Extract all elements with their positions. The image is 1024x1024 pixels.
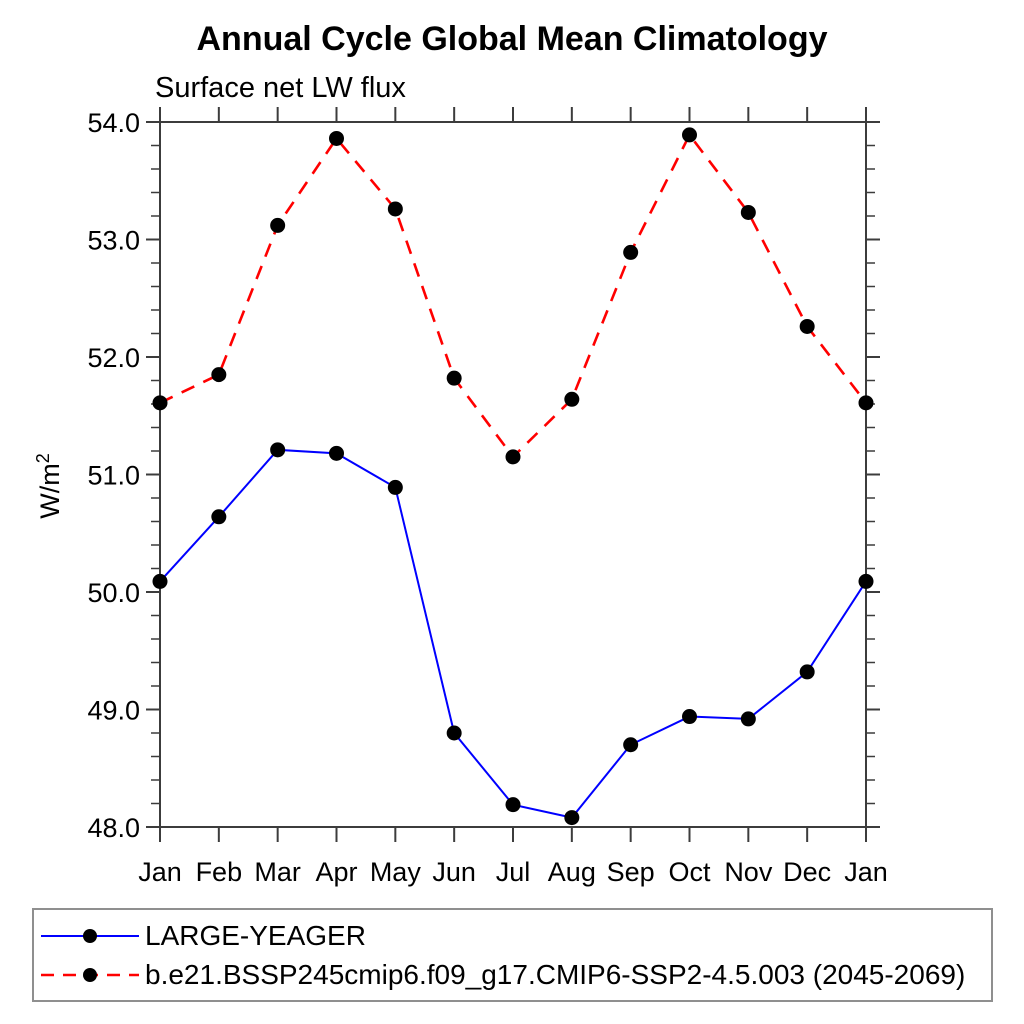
series-line-0 <box>159 448 867 819</box>
y-tick-label: 49.0 <box>87 696 140 726</box>
data-point-marker <box>858 395 874 411</box>
plot-area: Jan Feb Mar Apr May Jun Jul Aug Sep Oct Nov Dec Jan 4… <box>87 107 888 887</box>
data-point-marker <box>682 709 697 725</box>
legend-key-marker <box>83 967 97 982</box>
data-point-marker <box>211 367 227 383</box>
x-tick-label: Jul <box>496 857 531 887</box>
legend-item-cmip6-ssp2: b.e21.BSSP245cmip6.f09_g17.CMIP6-SSP2-4.… <box>39 955 991 994</box>
data-point-marker <box>505 449 521 465</box>
data-point-marker <box>740 204 756 220</box>
x-tick-label: Feb <box>196 857 243 887</box>
x-tick-label: Jun <box>432 857 476 887</box>
data-point-marker <box>799 318 815 334</box>
legend-item-large-yeager: LARGE-YEAGER <box>39 916 991 955</box>
x-tick-label: Dec <box>783 857 831 887</box>
legend-key-red-dashed-line <box>41 967 139 982</box>
data-point-marker <box>446 370 462 386</box>
chart-subtitle: Surface net LW flux <box>155 72 406 104</box>
data-point-marker <box>623 737 639 753</box>
legend-label-cmip6-ssp2: b.e21.BSSP245cmip6.f09_g17.CMIP6-SSP2-4.… <box>145 958 966 990</box>
data-point-marker <box>564 391 580 407</box>
data-point-marker <box>329 445 344 461</box>
chart-title: Annual Cycle Global Mean Climatology <box>196 20 828 58</box>
data-point-marker <box>387 479 403 495</box>
series-line-1 <box>159 132 868 459</box>
x-tick-label: Sep <box>607 857 655 887</box>
data-point-marker <box>270 217 286 233</box>
data-point-marker <box>623 244 639 260</box>
x-tick-label: Apr <box>315 857 357 887</box>
x-tick-label: Jan <box>138 857 182 887</box>
data-point-marker <box>799 664 815 680</box>
data-point-marker <box>270 442 286 458</box>
x-tick-label: Jan <box>844 857 888 887</box>
y-tick-label: 52.0 <box>87 343 140 373</box>
x-tick-label: Nov <box>724 857 773 887</box>
data-point-marker <box>564 810 580 826</box>
data-point-marker <box>858 573 874 589</box>
data-point-marker <box>682 127 697 143</box>
x-tick-label: Aug <box>548 857 596 887</box>
data-point-marker <box>152 395 168 411</box>
plot-frame <box>159 121 867 828</box>
data-point-marker <box>329 130 344 146</box>
legend-label-large-yeager: LARGE-YEAGER <box>145 919 366 951</box>
y-tick-label: 50.0 <box>87 578 140 608</box>
data-point-marker <box>446 725 462 741</box>
data-point-marker <box>152 573 168 589</box>
legend-key-blue-solid-line <box>41 928 139 943</box>
data-point-marker <box>740 711 756 727</box>
y-tick-label: 48.0 <box>87 813 140 843</box>
data-point-marker <box>505 797 521 813</box>
x-tick-label: Mar <box>254 857 301 887</box>
data-point-marker <box>211 509 227 525</box>
y-tick-label: 53.0 <box>87 226 140 256</box>
data-point-marker <box>387 201 403 217</box>
legend-key-marker <box>83 928 97 943</box>
legend-box: LARGE-YEAGER b.e21.BSSP245cmip6.f09_g17.… <box>32 908 993 1002</box>
y-tick-label: 54.0 <box>87 108 140 138</box>
y-tick-label: 51.0 <box>87 461 140 491</box>
x-tick-label: May <box>370 857 422 887</box>
x-tick-label: Oct <box>668 857 711 887</box>
